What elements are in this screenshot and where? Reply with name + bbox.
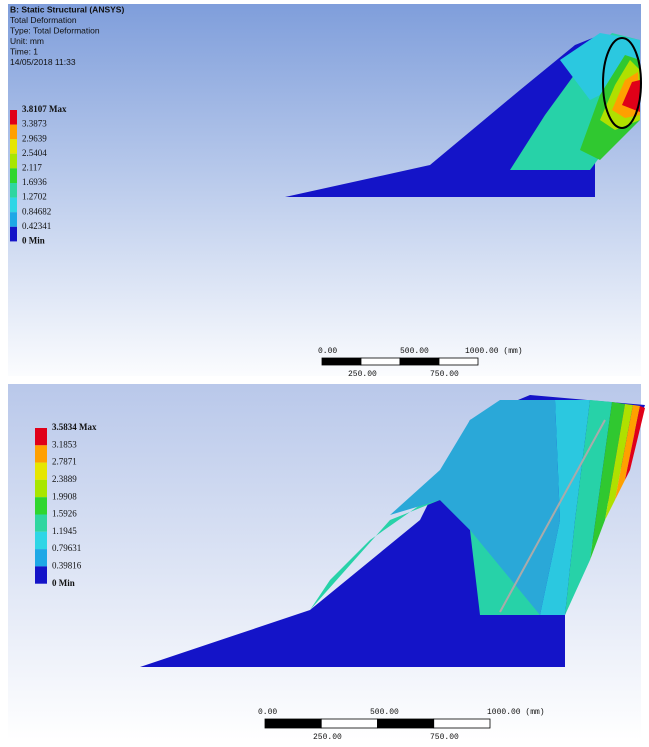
legend-swatch	[35, 514, 47, 532]
scale-label: 0.00	[258, 708, 277, 717]
legend-label: 3.3873	[22, 119, 47, 129]
header-line: Time: 1	[10, 46, 38, 56]
legend-label: 1.5926	[52, 509, 77, 519]
scale-label: 750.00	[430, 733, 459, 742]
band	[615, 405, 640, 500]
legend-swatch	[10, 197, 17, 213]
legend-swatch	[35, 445, 47, 463]
legend-label: 0.84682	[22, 206, 51, 216]
scale-segment	[399, 357, 440, 366]
scale-segment	[320, 718, 378, 729]
scale-segment	[438, 357, 479, 366]
scale-segment	[360, 357, 401, 366]
scale-segment	[264, 718, 322, 729]
highlight-circle	[602, 37, 642, 129]
legend-swatch	[10, 110, 17, 125]
legend-swatch	[35, 462, 47, 480]
legend-label: 1.1945	[52, 526, 77, 536]
scale-label: 1000.00 (mm)	[487, 708, 545, 717]
legend-label: 0.39816	[52, 560, 82, 570]
legend-swatch	[10, 139, 17, 154]
scale-label: 0.00	[318, 347, 337, 356]
scale-label: 1000.00 (mm)	[465, 347, 523, 356]
band	[540, 400, 590, 615]
legend-label: 1.2702	[22, 192, 47, 202]
legend-swatch	[35, 479, 47, 498]
legend-swatch	[10, 226, 17, 242]
legend-label: 2.117	[22, 162, 42, 172]
band	[390, 400, 560, 615]
legend-swatch	[10, 212, 17, 227]
band	[565, 400, 612, 615]
legend-label: 1.9908	[52, 491, 77, 501]
legend-label: 3.1853	[52, 439, 77, 449]
scale-segment	[321, 357, 362, 366]
header-line: Total Deformation	[10, 15, 77, 25]
header-line: Type: Total Deformation	[10, 25, 100, 35]
legend-label: 2.9639	[22, 133, 47, 143]
legend-label: 0 Min	[52, 578, 75, 588]
header-line: B: Static Structural (ANSYS)	[10, 4, 124, 14]
scale-label: 250.00	[313, 733, 342, 742]
scale-label: 750.00	[430, 370, 459, 379]
scale-segment	[377, 718, 435, 729]
legend-label: 3.8107 Max	[22, 104, 67, 114]
legend-swatch	[35, 566, 47, 584]
legend-label: 2.5404	[22, 148, 47, 158]
band	[622, 80, 640, 112]
band	[590, 402, 625, 560]
legend-swatch	[10, 168, 17, 183]
legend-label: 3.5834 Max	[52, 422, 97, 432]
legend-label: 2.7871	[52, 457, 77, 467]
legend-swatch	[35, 497, 47, 515]
band	[625, 406, 645, 480]
legend-label: 0.42341	[22, 221, 51, 231]
legend-label: 0 Min	[22, 235, 45, 245]
model-1	[285, 33, 642, 197]
legend-swatch	[10, 124, 17, 140]
legend-swatch	[10, 153, 17, 169]
scale-label: 500.00	[400, 347, 429, 356]
legend-label: 1.6936	[22, 177, 47, 187]
legend-label: 2.3889	[52, 474, 77, 484]
scale-label: 250.00	[348, 370, 377, 379]
scale-label: 500.00	[370, 708, 399, 717]
scale-segment	[433, 718, 491, 729]
legend-swatch	[35, 428, 47, 446]
legend-swatch	[35, 531, 47, 550]
legend-swatch	[10, 183, 17, 198]
header-line: 14/05/2018 11:33	[10, 57, 76, 67]
band	[560, 33, 640, 100]
header-line: Unit: mm	[10, 36, 44, 46]
model-2	[140, 395, 645, 667]
edge-line	[499, 419, 606, 613]
band	[605, 404, 633, 520]
legend-label: 0.79631	[52, 543, 81, 553]
legend-swatch	[35, 549, 47, 567]
